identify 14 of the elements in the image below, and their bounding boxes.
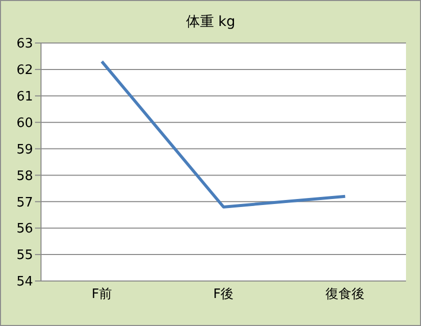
y-tick-label: 56 <box>16 222 33 237</box>
y-tick-label: 55 <box>16 248 33 264</box>
x-tick-label: 復食後 <box>326 287 365 302</box>
y-tick-label: 59 <box>16 142 33 158</box>
y-tick-label: 58 <box>16 168 33 184</box>
y-tick-label: 63 <box>16 36 33 52</box>
y-tick-label: 62 <box>16 63 33 78</box>
chart-title: 体重 kg <box>184 13 236 31</box>
y-tick-label: 61 <box>16 90 33 105</box>
x-tick-label: F前 <box>92 287 112 302</box>
x-tick-label: F後 <box>213 287 234 302</box>
y-tick-label: 54 <box>16 274 33 290</box>
y-tick-label: 60 <box>16 116 33 131</box>
y-tick-label: 57 <box>16 195 33 210</box>
